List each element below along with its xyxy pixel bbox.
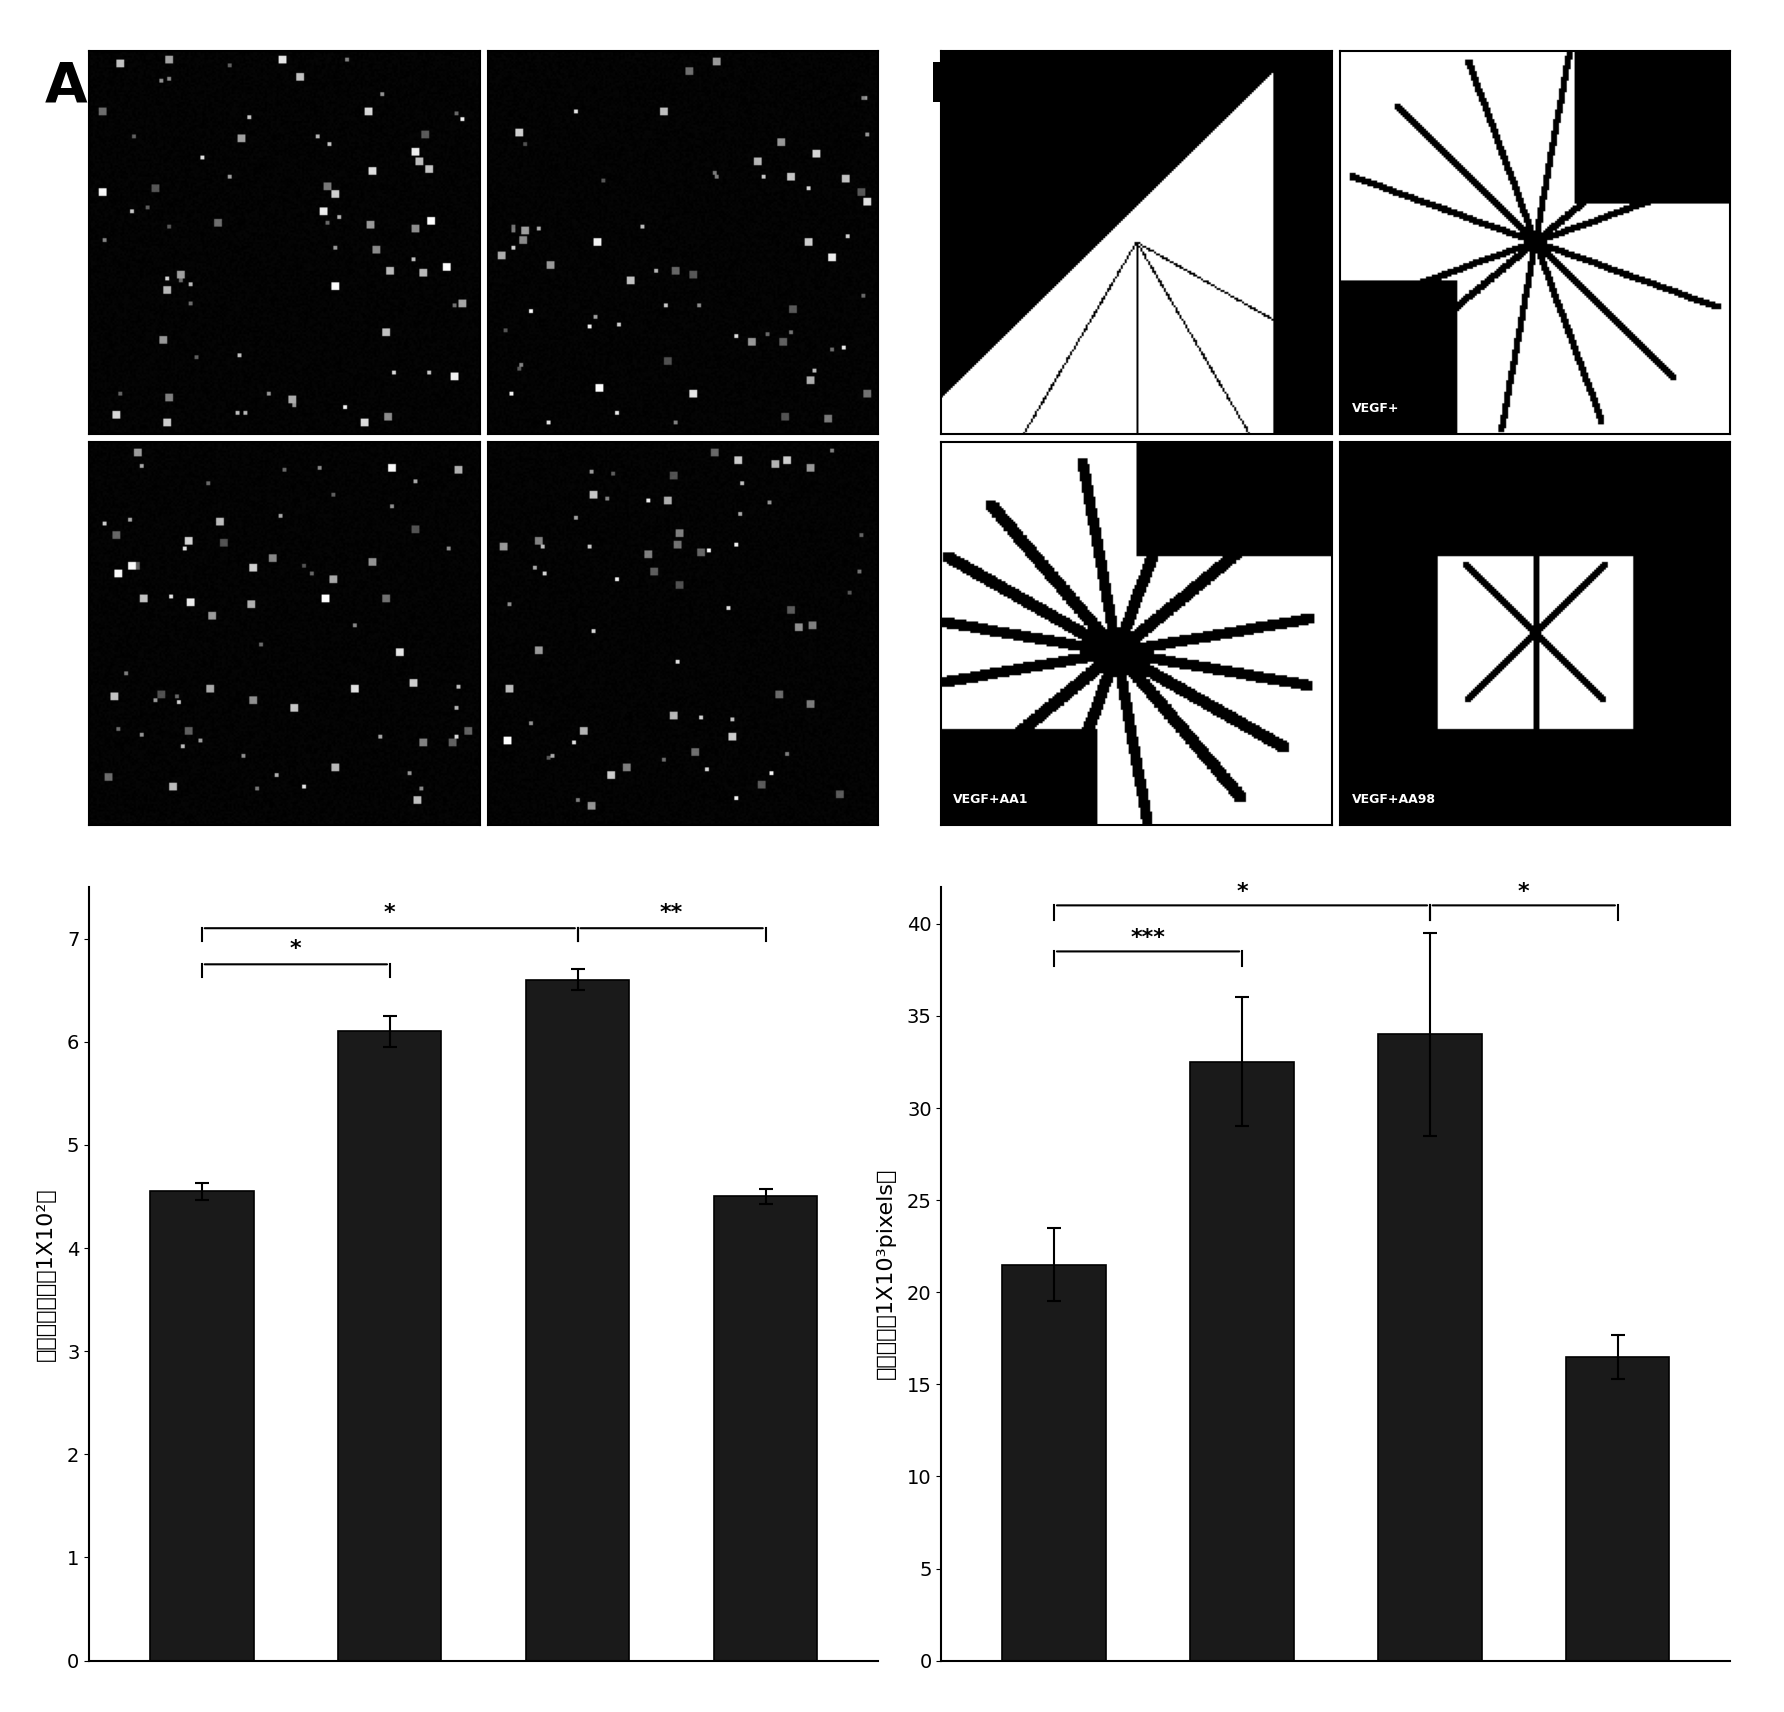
Text: VEGF+AA1: VEGF+AA1 [953, 793, 1029, 806]
Text: ***: *** [1131, 928, 1165, 948]
Text: VEGF+AA98: VEGF+AA98 [1352, 793, 1436, 806]
Text: VEGF: VEGF [953, 402, 990, 416]
Bar [1003, 1265, 1106, 1661]
Bar [150, 1192, 253, 1661]
Y-axis label: 血管长度（1X10³pixels）: 血管长度（1X10³pixels） [876, 1168, 896, 1380]
Text: *: * [1236, 882, 1247, 902]
Bar [1379, 1034, 1481, 1661]
Text: VEGF+: VEGF+ [1352, 402, 1399, 416]
Y-axis label: 迁移细胞数量（1X10²）: 迁移细胞数量（1X10²） [36, 1186, 55, 1361]
Bar [714, 1197, 817, 1661]
Text: A: A [45, 60, 87, 115]
Text: *: * [384, 902, 396, 923]
Text: *: * [291, 940, 301, 959]
Bar [1566, 1356, 1670, 1661]
Bar [1190, 1061, 1293, 1661]
Text: *: * [1518, 882, 1529, 902]
Text: **: ** [660, 902, 683, 923]
Bar [526, 979, 630, 1661]
Text: B: B [928, 60, 969, 115]
Bar [339, 1031, 441, 1661]
